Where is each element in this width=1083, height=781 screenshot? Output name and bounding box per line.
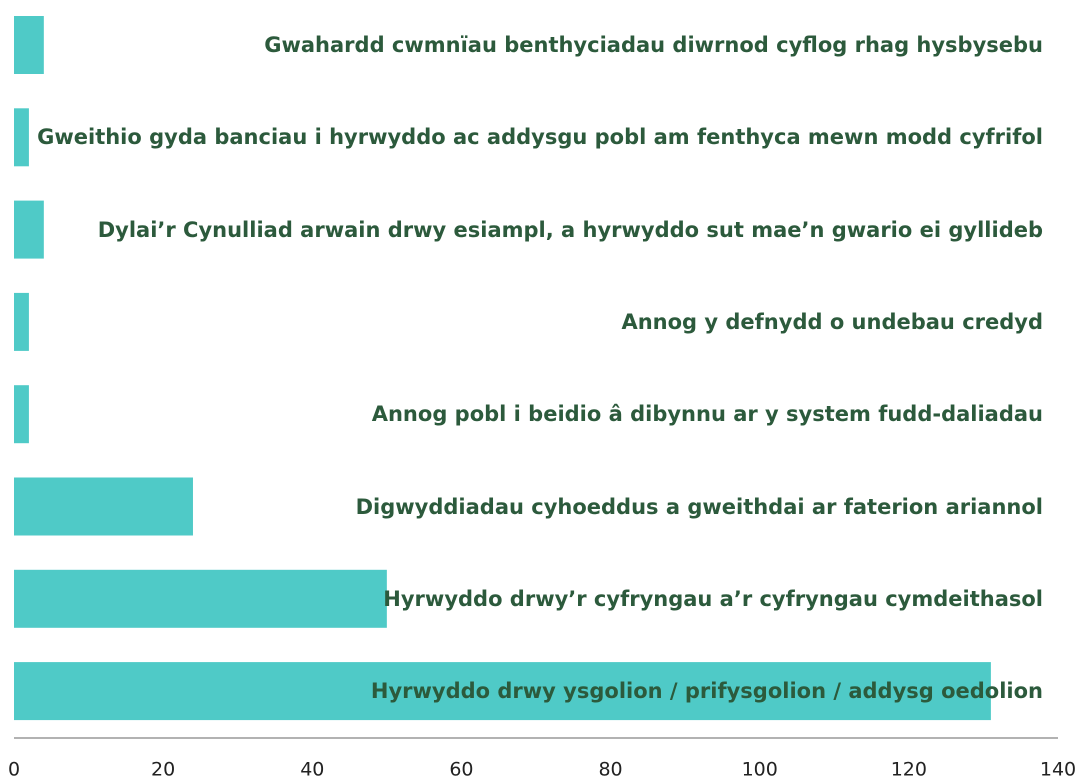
bar (14, 662, 991, 721)
x-tick-label: 60 (449, 759, 473, 781)
x-tick-label: 120 (891, 759, 927, 781)
category-label: Gweithio gyda banciau i hyrwyddo ac addy… (37, 125, 1043, 150)
bar (14, 200, 44, 259)
category-label: Gwahardd cwmnïau benthyciadau diwrnod cy… (264, 33, 1043, 57)
x-tick-label: 0 (8, 759, 20, 781)
x-tick-label: 100 (742, 759, 778, 781)
category-label: Hyrwyddo drwy ysgolion / prifysgolion / … (370, 679, 1043, 704)
x-tick-label: 140 (1040, 759, 1076, 781)
bar (14, 477, 193, 536)
x-tick-label: 80 (598, 759, 622, 781)
category-label: Hyrwyddo drwy’r cyfryngau a’r cyfryngau … (383, 586, 1043, 611)
category-label: Annog pobl i beidio â dibynnu ar y syste… (371, 402, 1043, 427)
bar (14, 292, 29, 351)
category-label: Digwyddiadau cyhoeddus a gweithdai ar fa… (355, 494, 1043, 519)
x-tick-label: 40 (300, 759, 324, 781)
bar (14, 569, 387, 628)
category-label: Dylai’r Cynulliad arwain drwy esiampl, a… (97, 217, 1043, 242)
bar (14, 385, 29, 444)
category-label: Annog y defnydd o undebau credyd (621, 309, 1043, 334)
x-tick-label: 20 (151, 759, 175, 781)
bar (14, 16, 44, 74)
bar (14, 108, 29, 167)
